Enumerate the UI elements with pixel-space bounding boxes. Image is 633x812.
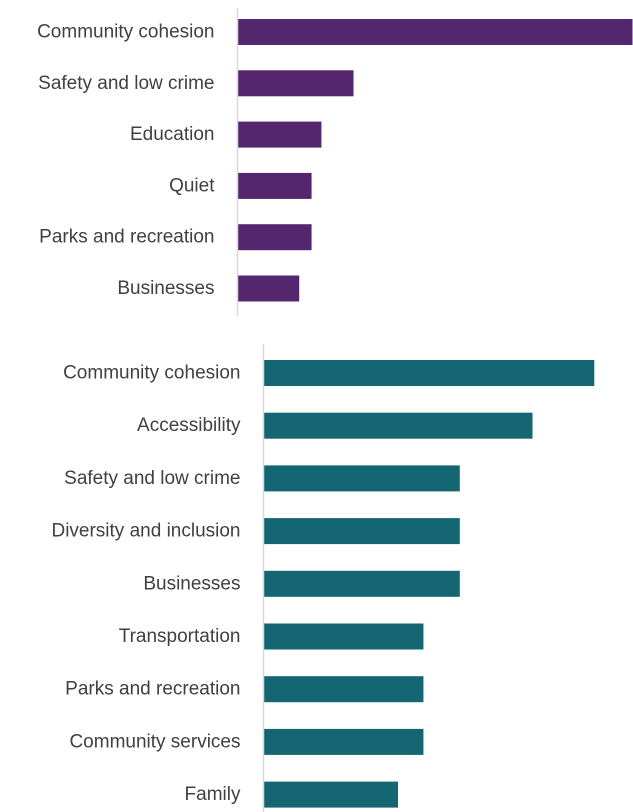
chart-bottom: Community cohesion Accessibility Safety an…	[51, 344, 595, 812]
bottom-bar	[263, 781, 398, 808]
bottom-bar	[263, 518, 460, 545]
top-tick-label: Education	[130, 124, 215, 145]
top-bar	[237, 275, 300, 302]
bottom-tick-label: Community cohesion	[63, 363, 240, 384]
bottom-tick-label: Parks and recreation	[65, 679, 240, 700]
bottom-bar	[263, 570, 460, 597]
bottom-bar	[263, 728, 424, 755]
top-tick-label: Community cohesion	[37, 22, 214, 43]
bottom-bar	[263, 623, 424, 650]
top-bar	[237, 172, 312, 199]
bottom-bar	[263, 465, 460, 492]
bottom-bar	[263, 412, 533, 439]
bottom-tick-label: Accessibility	[137, 415, 241, 436]
bottom-tick-label: Diversity and inclusion	[51, 521, 240, 542]
bottom-tick-label: Community services	[69, 731, 240, 752]
bottom-tick-label: Businesses	[143, 573, 240, 594]
top-tick-label: Quiet	[169, 175, 215, 196]
bottom-bar	[263, 360, 595, 386]
bottom-tick-label: Safety and low crime	[64, 468, 240, 489]
top-bar	[237, 70, 354, 97]
bottom-tick-label: Transportation	[119, 626, 241, 647]
top-bar	[237, 224, 312, 251]
top-bar	[237, 19, 633, 45]
top-tick-label: Parks and recreation	[39, 227, 214, 248]
chart-top: Community cohesion Safety and low crime Ed…	[37, 8, 633, 316]
bottom-tick-label: Family	[185, 784, 241, 805]
top-tick-label: Businesses	[117, 278, 214, 299]
top-bar	[237, 121, 322, 148]
top-tick-label: Safety and low crime	[38, 73, 214, 94]
bottom-bar	[263, 676, 424, 703]
